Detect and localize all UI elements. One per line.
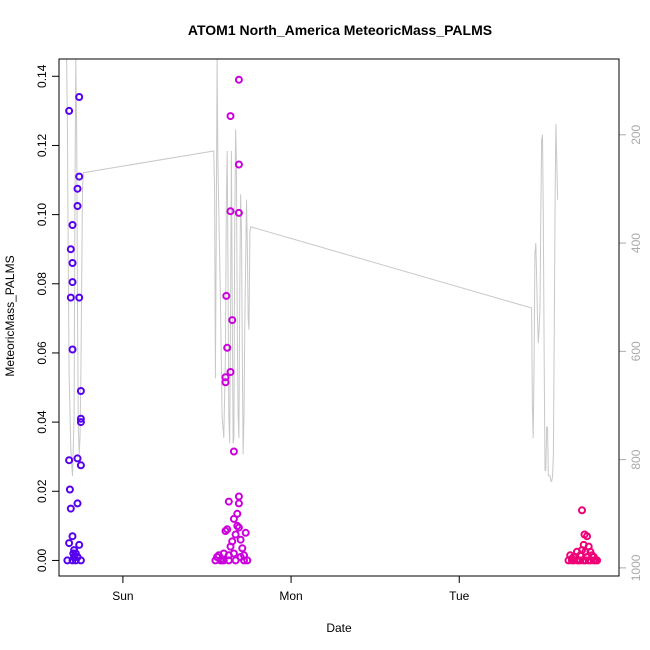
data-point-series-2 xyxy=(234,75,243,84)
data-point-series-1 xyxy=(65,106,74,115)
data-point-series-1 xyxy=(68,221,77,229)
data-point-series-2 xyxy=(219,556,228,565)
data-point-series-1 xyxy=(66,504,75,513)
altitude-line xyxy=(66,59,559,482)
points-layer xyxy=(63,75,602,565)
data-point-series-3 xyxy=(593,556,602,565)
y2-tick-label: 600 xyxy=(629,341,643,361)
data-point-series-1 xyxy=(73,454,82,463)
altitude-line-layer xyxy=(66,59,559,482)
data-point-series-1 xyxy=(71,549,80,558)
x-tick-label: Mon xyxy=(279,589,302,603)
data-point-series-2 xyxy=(234,208,243,217)
y-tick-label: 0.14 xyxy=(35,64,49,88)
data-point-series-1 xyxy=(66,293,75,302)
data-point-series-2 xyxy=(243,556,252,565)
data-point-series-3 xyxy=(578,506,586,515)
data-point-series-1 xyxy=(65,456,74,465)
y-tick-label: 0.12 xyxy=(35,133,49,157)
y-tick-label: 0.00 xyxy=(35,548,49,572)
y-axis-label: MeteoricMass_PALMS xyxy=(3,255,17,376)
y2-tick-label: 400 xyxy=(629,233,643,253)
chart-title: ATOM1 North_America MeteoricMass_PALMS xyxy=(188,22,492,38)
data-point-series-1 xyxy=(76,418,85,427)
data-point-series-1 xyxy=(76,414,85,423)
data-point-series-3 xyxy=(567,554,576,563)
data-point-series-2 xyxy=(234,523,243,532)
data-point-series-1 xyxy=(75,293,84,302)
y-tick-label: 0.06 xyxy=(35,341,49,365)
y2-tick-label: 1000 xyxy=(629,554,643,581)
plot-frame xyxy=(58,58,620,577)
data-point-series-1 xyxy=(68,532,77,541)
data-point-series-2 xyxy=(241,528,250,537)
data-point-series-1 xyxy=(65,539,74,548)
x-tick-label: Sun xyxy=(112,589,133,603)
x-tick-label: Tue xyxy=(449,589,470,603)
data-point-series-2 xyxy=(233,509,242,518)
data-point-series-1 xyxy=(68,259,77,267)
data-point-series-2 xyxy=(221,373,230,382)
data-point-series-2 xyxy=(236,535,245,544)
data-point-series-1 xyxy=(68,278,77,287)
y-tick-label: 0.08 xyxy=(35,272,49,296)
data-point-series-1 xyxy=(73,184,82,193)
data-point-series-1 xyxy=(73,499,82,508)
data-point-series-2 xyxy=(234,499,243,508)
data-point-series-2 xyxy=(234,160,243,169)
data-point-series-1 xyxy=(66,245,75,254)
data-point-series-2 xyxy=(226,368,235,376)
data-point-series-2 xyxy=(229,549,238,558)
data-point-series-1 xyxy=(76,461,85,470)
y2-tick-label: 200 xyxy=(629,124,643,144)
data-point-series-2 xyxy=(226,112,235,121)
y-tick-label: 0.04 xyxy=(35,410,49,434)
data-point-series-2 xyxy=(226,207,235,216)
data-point-series-3 xyxy=(579,556,588,565)
axes-layer: Sun Mon Tue 0.00 0.02 0.04 0.06 0.08 0.10 0.12 0.1… xyxy=(35,64,643,603)
y-tick-label: 0.02 xyxy=(35,479,49,503)
data-point-series-3 xyxy=(576,556,585,565)
data-point-series-1 xyxy=(68,345,77,354)
data-point-series-2 xyxy=(229,447,238,456)
data-point-series-2 xyxy=(234,492,243,501)
y-tick-label: 0.10 xyxy=(35,203,49,227)
data-point-series-2 xyxy=(228,316,237,325)
data-point-series-2 xyxy=(223,525,232,534)
data-point-series-2 xyxy=(231,530,240,539)
data-point-series-2 xyxy=(223,343,232,352)
x-axis-label: Date xyxy=(326,621,352,635)
data-point-series-2 xyxy=(240,556,248,565)
y2-tick-label: 800 xyxy=(629,449,643,469)
data-point-series-2 xyxy=(224,497,233,506)
data-point-series-1 xyxy=(65,485,74,494)
data-point-series-1 xyxy=(75,93,84,101)
data-point-series-3 xyxy=(583,532,591,541)
data-point-series-2 xyxy=(222,291,231,300)
data-point-series-1 xyxy=(76,556,85,565)
data-point-series-2 xyxy=(238,544,247,553)
data-point-series-2 xyxy=(228,537,237,546)
data-point-series-1 xyxy=(75,540,84,549)
data-point-series-1 xyxy=(76,387,85,395)
data-point-series-1 xyxy=(75,172,84,181)
data-point-series-1 xyxy=(73,202,82,210)
